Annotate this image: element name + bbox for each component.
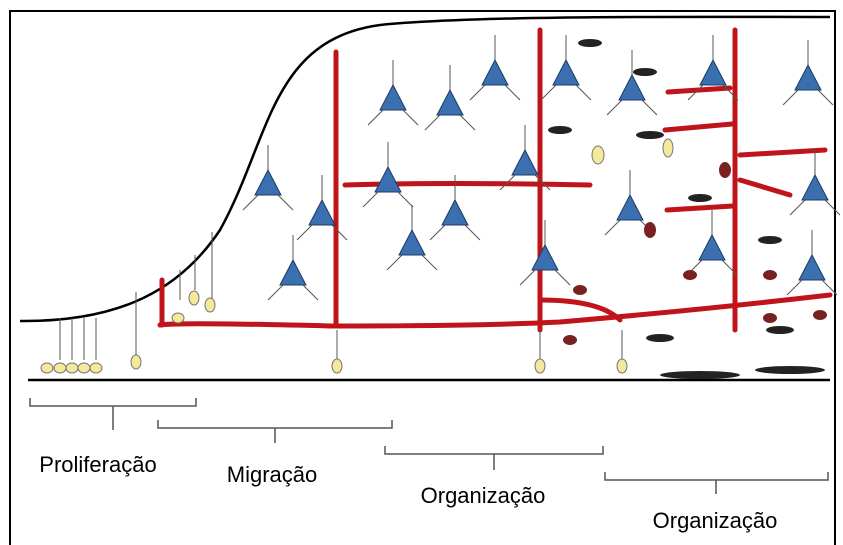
- stage-label: Migração: [227, 462, 317, 487]
- stage-label: Organização: [653, 508, 778, 533]
- stage-label: Proliferação: [39, 452, 156, 477]
- diagram: Proliferação Migração Organização Organi…: [0, 0, 843, 545]
- stage-label: Organização: [421, 483, 546, 508]
